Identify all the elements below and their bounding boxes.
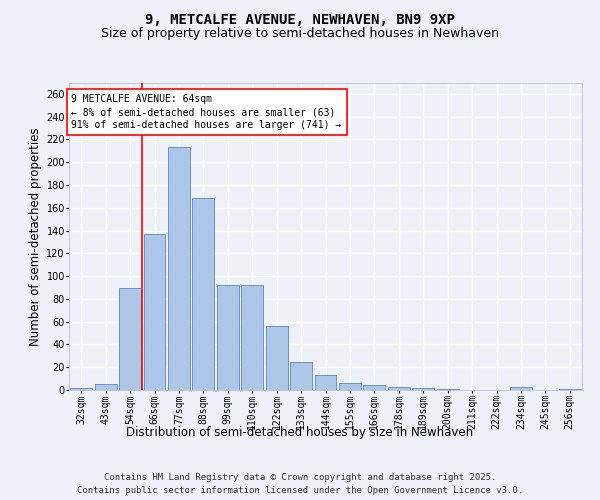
- Bar: [143, 234, 166, 390]
- Bar: [437, 389, 458, 390]
- Bar: [119, 288, 141, 390]
- Text: 9, METCALFE AVENUE, NEWHAVEN, BN9 9XP: 9, METCALFE AVENUE, NEWHAVEN, BN9 9XP: [145, 12, 455, 26]
- Bar: [193, 198, 214, 390]
- Text: Distribution of semi-detached houses by size in Newhaven: Distribution of semi-detached houses by …: [127, 426, 473, 439]
- Bar: [388, 386, 410, 390]
- Bar: [290, 362, 312, 390]
- Bar: [217, 285, 239, 390]
- Bar: [266, 326, 287, 390]
- Text: Size of property relative to semi-detached houses in Newhaven: Size of property relative to semi-detach…: [101, 28, 499, 40]
- Bar: [364, 386, 385, 390]
- Text: 9 METCALFE AVENUE: 64sqm
← 8% of semi-detached houses are smaller (63)
91% of se: 9 METCALFE AVENUE: 64sqm ← 8% of semi-de…: [71, 94, 341, 130]
- Bar: [339, 383, 361, 390]
- Bar: [412, 388, 434, 390]
- Bar: [510, 386, 532, 390]
- Y-axis label: Number of semi-detached properties: Number of semi-detached properties: [29, 127, 42, 346]
- Bar: [70, 388, 92, 390]
- Bar: [241, 285, 263, 390]
- Bar: [95, 384, 116, 390]
- Bar: [314, 375, 337, 390]
- Bar: [559, 389, 581, 390]
- Bar: [168, 148, 190, 390]
- Text: Contains HM Land Registry data © Crown copyright and database right 2025.
Contai: Contains HM Land Registry data © Crown c…: [77, 474, 523, 495]
